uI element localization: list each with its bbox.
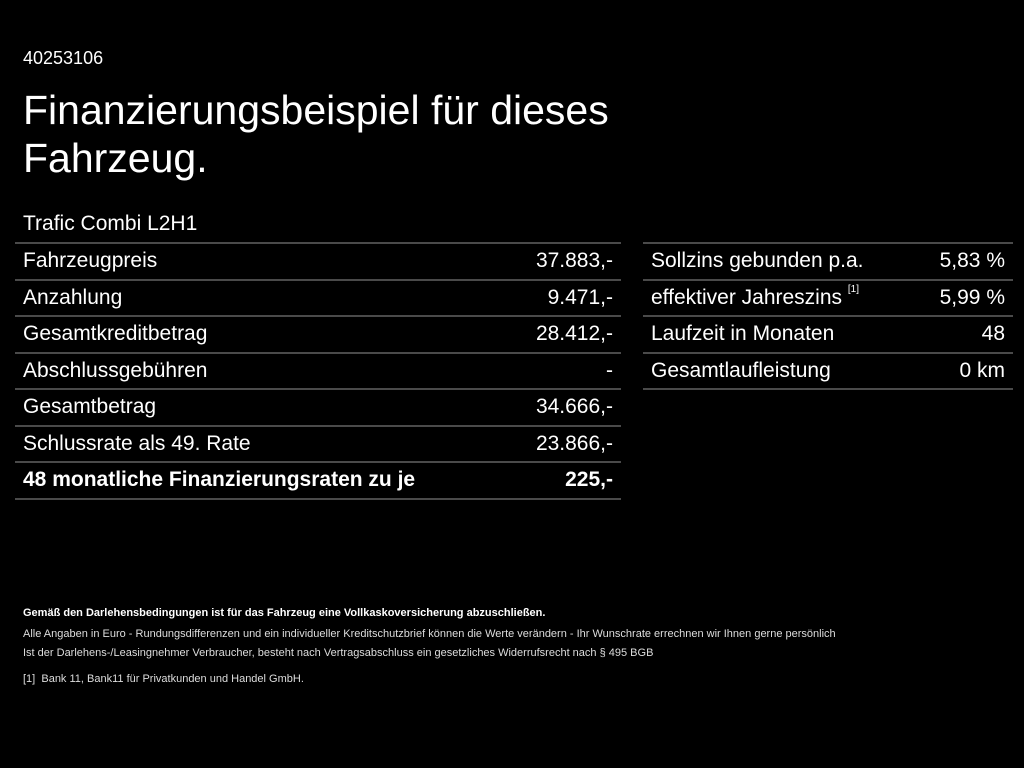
financing-table: Fahrzeugpreis 37.883,- Anzahlung 9.471,- G…: [15, 242, 621, 500]
table-row: Sollzins gebunden p.a. 5,83 %: [643, 242, 1013, 280]
footnote-ref: [1]: [847, 283, 859, 295]
table-row: Gesamtkreditbetrag 28.412,-: [15, 315, 621, 353]
page-title: Finanzierungsbeispiel für dieses Fahrzeu…: [23, 87, 609, 181]
row-value: 5,83 %: [915, 242, 1013, 280]
row-label: Gesamtbetrag: [15, 388, 509, 426]
table-row: Gesamtbetrag 34.666,-: [15, 388, 621, 426]
table-row: Fahrzeugpreis 37.883,-: [15, 242, 621, 280]
row-label: Sollzins gebunden p.a.: [643, 242, 916, 280]
label-text: effektiver Jahreszins: [651, 285, 843, 309]
row-label: effektiver Jahreszins [1]: [643, 278, 916, 316]
row-label: Gesamtlaufleistung: [643, 351, 916, 390]
row-label: Abschlussgebühren: [15, 351, 509, 389]
row-label: Anzahlung: [15, 278, 509, 316]
table-row: Anzahlung 9.471,-: [15, 278, 621, 316]
row-value: 37.883,-: [508, 242, 621, 280]
row-value: 9.471,-: [508, 278, 621, 316]
row-label: Schlussrate als 49. Rate: [15, 424, 509, 462]
table-row: Schlussrate als 49. Rate 23.866,-: [15, 424, 621, 462]
row-label: Gesamtkreditbetrag: [15, 315, 509, 353]
footnote-text: Bank 11, Bank11 für Privatkunden und Han…: [41, 673, 304, 685]
row-value: 23.866,-: [508, 424, 621, 462]
row-value: 225,-: [508, 461, 621, 500]
row-value: 28.412,-: [508, 315, 621, 353]
insurance-note: Gemäß den Darlehensbedingungen ist für d…: [23, 607, 546, 619]
table-row: Gesamtlaufleistung 0 km: [643, 351, 1013, 390]
row-label: Fahrzeugpreis: [15, 242, 509, 280]
row-label: 48 monatliche Finanzierungsraten zu je: [15, 461, 509, 500]
vehicle-code: 40253106: [23, 48, 104, 68]
withdrawal-note: Ist der Darlehens-/Leasingnehmer Verbrau…: [23, 647, 654, 659]
row-value: 48: [915, 315, 1013, 353]
table-row: Laufzeit in Monaten 48: [643, 315, 1013, 353]
footnote-mark: [1]: [23, 673, 36, 685]
table-row: Abschlussgebühren -: [15, 351, 621, 389]
row-value: -: [508, 351, 621, 389]
row-value: 0 km: [915, 351, 1013, 390]
monthly-rate-row: 48 monatliche Finanzierungsraten zu je 22…: [15, 461, 621, 500]
footnote: [1] Bank 11, Bank11 für Privatkunden und…: [23, 673, 304, 685]
table-row: effektiver Jahreszins [1] 5,99 %: [643, 278, 1013, 316]
interest-table: Sollzins gebunden p.a. 5,83 % effektiver …: [643, 242, 1013, 390]
row-value: 34.666,-: [508, 388, 621, 426]
row-value: 5,99 %: [915, 278, 1013, 316]
disclaimer-note: Alle Angaben in Euro - Rundungsdifferenz…: [23, 628, 836, 640]
vehicle-model: Trafic Combi L2H1: [23, 212, 198, 235]
row-label: Laufzeit in Monaten: [643, 315, 916, 353]
